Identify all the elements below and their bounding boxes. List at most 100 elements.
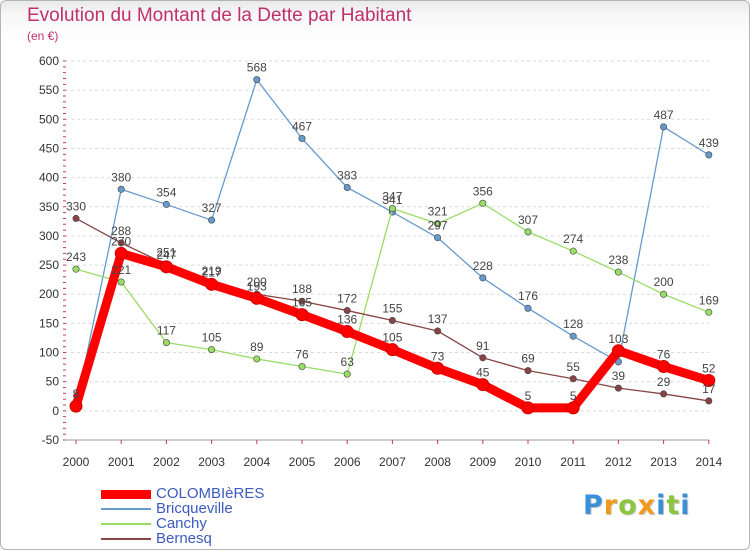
legend-swatch — [101, 508, 151, 510]
data-point — [479, 274, 487, 282]
data-point — [614, 384, 622, 392]
x-tick-label: 2008 — [424, 455, 451, 469]
logo-letter: P — [583, 490, 604, 521]
logo-letter: r — [603, 490, 619, 521]
y-tick-label: 250 — [39, 258, 59, 272]
data-label: 321 — [428, 205, 448, 219]
data-point — [298, 297, 306, 305]
data-point — [117, 278, 125, 286]
data-label: 221 — [111, 263, 131, 277]
data-point — [524, 304, 532, 312]
legend-swatch — [101, 538, 151, 540]
y-tick-label: 550 — [39, 83, 59, 97]
logo-letter: i — [680, 490, 691, 521]
data-point — [72, 265, 80, 273]
x-tick-label: 2014 — [695, 455, 722, 469]
data-label: 39 — [612, 369, 626, 383]
data-label: 52 — [702, 362, 716, 376]
data-label: 341 — [382, 193, 402, 207]
y-tick-label: 400 — [39, 171, 59, 185]
data-label: 228 — [473, 259, 493, 273]
data-label: 128 — [563, 317, 583, 331]
data-point — [208, 346, 216, 354]
y-tick-label: 350 — [39, 200, 59, 214]
data-point — [705, 308, 713, 316]
data-point — [388, 205, 396, 213]
data-point — [476, 378, 490, 392]
data-point — [702, 374, 716, 388]
y-tick-label: 100 — [39, 346, 59, 360]
data-point — [660, 290, 668, 298]
data-point — [385, 343, 399, 357]
y-tick-label: 500 — [39, 112, 59, 126]
data-label: 76 — [657, 348, 671, 362]
data-point — [114, 246, 128, 260]
x-tick-label: 2012 — [605, 455, 632, 469]
data-point — [569, 247, 577, 255]
y-tick-label: 50 — [46, 375, 60, 389]
data-label: 176 — [518, 289, 538, 303]
logo-letter: o — [618, 490, 638, 521]
data-point — [343, 370, 351, 378]
data-point — [434, 220, 442, 228]
legend-swatch — [101, 489, 151, 499]
data-point — [521, 401, 535, 415]
data-label: 307 — [518, 213, 538, 227]
data-point — [340, 325, 354, 339]
data-point — [253, 355, 261, 363]
y-tick-label: 450 — [39, 141, 59, 155]
legend-label: Canchy — [156, 515, 207, 532]
y-tick-label: 600 — [39, 54, 59, 68]
x-tick-label: 2000 — [63, 455, 90, 469]
data-point — [117, 185, 125, 193]
data-label: 270 — [111, 234, 131, 248]
x-tick-label: 2004 — [243, 455, 270, 469]
data-point — [434, 327, 442, 335]
data-label: 383 — [337, 169, 357, 183]
data-point — [524, 367, 532, 375]
data-label: 330 — [66, 199, 86, 213]
data-label: 274 — [563, 232, 583, 246]
data-label: 165 — [292, 296, 312, 310]
y-tick-label: 300 — [39, 229, 59, 243]
data-label: 243 — [66, 250, 86, 264]
data-point — [705, 151, 713, 159]
data-label: 356 — [473, 184, 493, 198]
x-tick-label: 2009 — [469, 455, 496, 469]
y-tick-label: 200 — [39, 287, 59, 301]
data-label: 172 — [337, 292, 357, 306]
data-point — [250, 291, 264, 305]
x-tick-label: 2001 — [108, 455, 135, 469]
x-tick-label: 2007 — [379, 455, 406, 469]
data-label: 69 — [521, 352, 535, 366]
data-point — [566, 401, 580, 415]
y-tick-label: -50 — [42, 433, 60, 447]
logo-letter: x — [637, 490, 657, 521]
logo-letter: i — [656, 490, 667, 521]
data-label: 103 — [608, 332, 628, 346]
logo-letter: t — [666, 490, 681, 521]
data-point — [162, 339, 170, 347]
x-tick-label: 2013 — [650, 455, 677, 469]
data-label: 5 — [570, 389, 577, 403]
axes: -50 0 50 100 150 200 250 300 350 400 450 500 550 600 2… — [39, 54, 723, 469]
data-point — [298, 135, 306, 143]
data-point — [660, 390, 668, 398]
data-label: 8 — [73, 387, 80, 401]
legend-label: Bernesq — [156, 530, 212, 547]
data-label: 193 — [247, 279, 267, 293]
y-tick-label: 0 — [52, 404, 59, 418]
data-label: 439 — [699, 136, 719, 150]
chart-title: Evolution du Montant de la Dette par Hab… — [27, 5, 412, 26]
data-point — [660, 123, 668, 131]
data-label: 238 — [608, 253, 628, 267]
data-point — [569, 375, 577, 383]
data-point — [208, 216, 216, 224]
data-label: 487 — [654, 108, 674, 122]
data-label: 105 — [202, 331, 222, 345]
x-tick-label: 2002 — [153, 455, 180, 469]
data-label: 91 — [476, 339, 490, 353]
data-label: 188 — [292, 282, 312, 296]
data-point — [479, 199, 487, 207]
